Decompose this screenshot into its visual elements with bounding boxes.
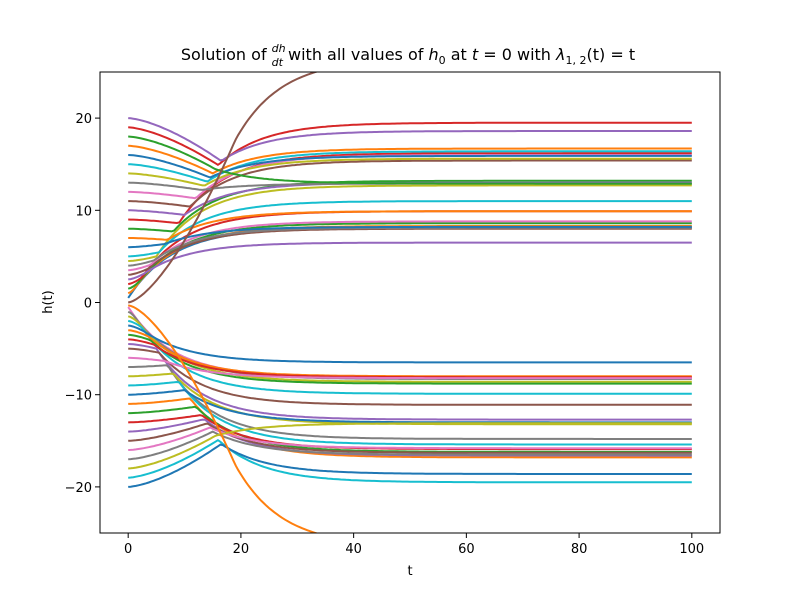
title-part-1: Solution of: [181, 45, 272, 64]
x-tick-label: 80: [571, 542, 588, 557]
series-line: [128, 241, 692, 281]
chart-title: Solution of dh dt with all values of h0 a…: [181, 42, 635, 69]
series-line: [128, 347, 692, 406]
title-part-2: with all values of: [283, 45, 429, 64]
series-line: [128, 443, 692, 488]
y-axis: −20 −10 0 10 20: [65, 112, 100, 496]
series-line: [128, 220, 692, 272]
series-line: [128, 154, 692, 179]
series-line: [128, 184, 692, 262]
y-tick-label: −10: [65, 389, 92, 404]
x-tick-label: 20: [233, 542, 250, 557]
title-eq-rest: = 0 with: [478, 45, 556, 64]
title-frac-den: dt: [272, 56, 284, 69]
series-line: [127, 72, 320, 304]
series-line: [128, 200, 692, 258]
x-axis: 0 20 40 60 80 100: [124, 533, 704, 557]
series-line: [128, 117, 692, 162]
x-tick-label: 0: [124, 542, 132, 557]
title-h0: h: [428, 45, 438, 64]
series-line: [128, 364, 692, 440]
series-line: [128, 356, 692, 380]
y-tick-label: −20: [65, 481, 92, 496]
series-line: [128, 380, 692, 446]
series-line: [128, 343, 692, 421]
series-line: [128, 179, 692, 233]
title-lambda-rest: (t) = t: [586, 45, 635, 64]
series-line: [128, 422, 692, 470]
series-line: [128, 210, 692, 241]
title-part-3: at: [446, 45, 472, 64]
x-tick-label: 100: [679, 542, 704, 557]
title-lambda: λ: [555, 45, 565, 64]
y-tick-label: 20: [75, 112, 92, 127]
series-line: [128, 159, 692, 208]
y-axis-label: h(t): [41, 290, 56, 313]
title-eq-var: t: [472, 45, 479, 64]
series-line: [128, 157, 692, 187]
series-line: [128, 324, 692, 364]
series-line: [128, 225, 692, 249]
y-tick-label: 10: [75, 204, 92, 219]
title-h0-sub: 0: [439, 54, 446, 67]
x-tick-label: 40: [345, 542, 362, 557]
title-frac-num: dh: [272, 42, 286, 55]
series-line: [128, 121, 692, 166]
series-line: [128, 439, 692, 484]
x-axis-label: t: [407, 564, 412, 579]
series-line: [127, 319, 692, 395]
y-tick-label: 0: [84, 297, 92, 312]
x-tick-label: 60: [458, 542, 475, 557]
title-lambda-sub: 1, 2: [565, 54, 586, 67]
series-line: [127, 304, 320, 533]
series-layer: [127, 72, 692, 533]
series-line: [128, 333, 692, 385]
series-line: [128, 426, 692, 451]
